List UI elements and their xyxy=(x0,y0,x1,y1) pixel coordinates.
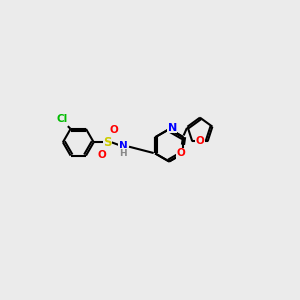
Text: N: N xyxy=(118,141,127,151)
Text: O: O xyxy=(109,125,118,135)
Text: O: O xyxy=(97,150,106,160)
Text: H: H xyxy=(119,148,127,158)
Text: O: O xyxy=(176,148,185,158)
Text: Cl: Cl xyxy=(56,114,68,124)
Text: O: O xyxy=(196,136,204,146)
Text: S: S xyxy=(103,136,112,149)
Text: N: N xyxy=(168,123,177,133)
